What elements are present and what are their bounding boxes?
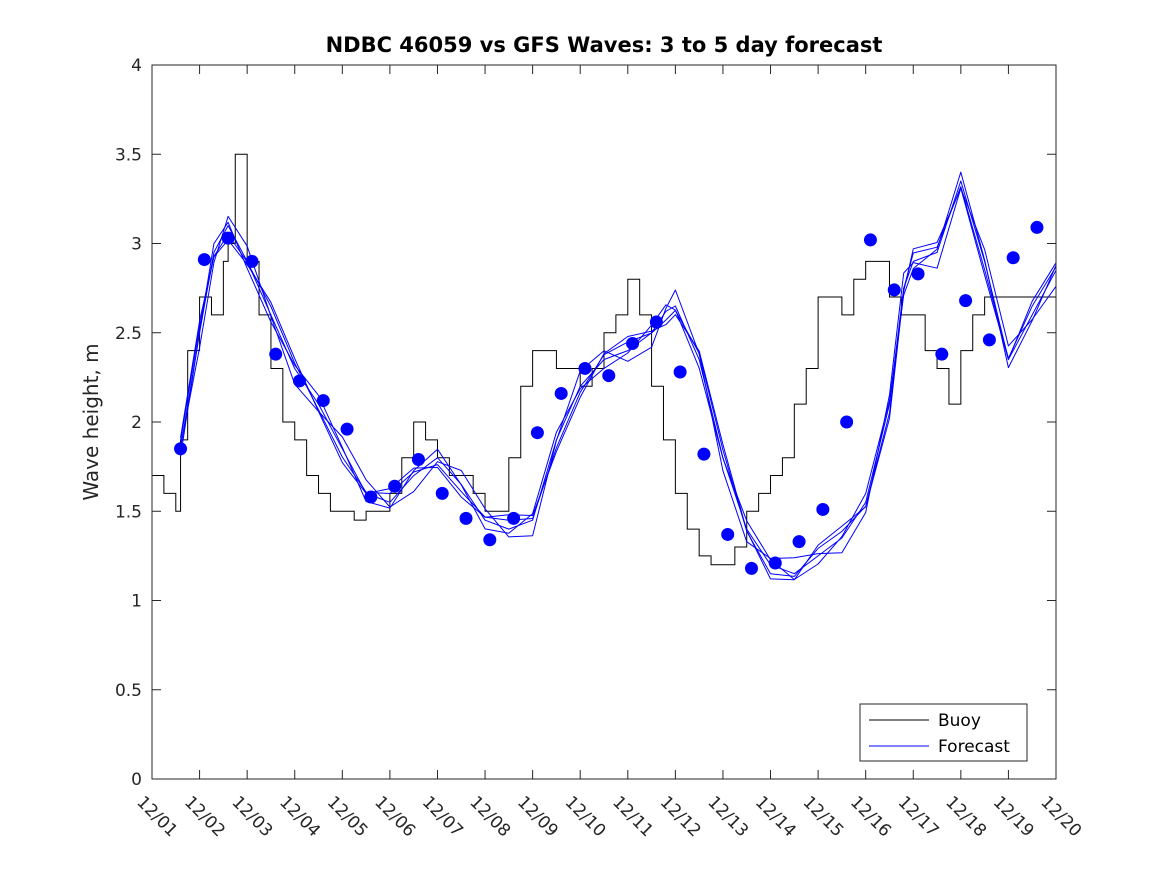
forecast-line [180, 171, 1057, 580]
forecast-marker [1030, 220, 1044, 234]
forecast-marker [768, 556, 782, 570]
forecast-marker [816, 502, 830, 516]
forecast-marker [459, 511, 473, 525]
forecast-marker [269, 347, 283, 361]
forecast-marker [959, 294, 973, 308]
forecast-line [180, 187, 1057, 581]
forecast-marker [935, 347, 949, 361]
y-tick-label: 1 [131, 592, 142, 612]
forecast-marker [721, 527, 735, 541]
forecast-marker [316, 394, 330, 408]
y-tick-label: 0.5 [115, 681, 142, 701]
forecast-marker [530, 426, 544, 440]
y-tick-label: 4 [131, 56, 142, 76]
forecast-marker [982, 333, 996, 347]
forecast-marker [697, 447, 711, 461]
legend-box [859, 703, 1028, 762]
forecast-marker [483, 533, 497, 547]
y-tick-label: 2.5 [115, 324, 142, 344]
y-tick-label: 1.5 [115, 502, 142, 522]
forecast-marker [507, 511, 521, 525]
y-tick-label: 0 [131, 770, 142, 790]
legend-forecast-label: Forecast [938, 737, 1010, 757]
forecast-marker [792, 535, 806, 549]
forecast-marker [554, 386, 568, 400]
forecast-marker [364, 490, 378, 504]
forecast-marker [649, 315, 663, 329]
forecast-marker [673, 365, 687, 379]
forecast-marker [578, 361, 592, 375]
forecast-marker [388, 479, 402, 493]
forecast-marker [435, 486, 449, 500]
chart-title: NDBC 46059 vs GFS Waves: 3 to 5 day fore… [326, 33, 883, 57]
plot-frame [151, 64, 1057, 780]
y-tick-label: 3 [131, 235, 142, 255]
legend-buoy-label: Buoy [938, 711, 981, 731]
forecast-marker [840, 415, 854, 429]
legend: Buoy Forecast [859, 703, 1028, 762]
forecast-marker [197, 253, 211, 267]
forecast-marker [602, 369, 616, 383]
forecast-marker [1006, 251, 1020, 265]
forecast-marker [744, 561, 758, 575]
forecast-marker [911, 267, 925, 281]
forecast-marker [863, 233, 877, 247]
forecast-marker [411, 452, 425, 466]
forecast-marker [626, 336, 640, 350]
forecast-marker [221, 231, 235, 245]
forecast-marker [340, 422, 354, 436]
forecast-marker [292, 374, 306, 388]
forecast-marker [174, 442, 188, 456]
forecast-marker [887, 283, 901, 297]
forecast-line [180, 187, 1057, 559]
y-tick-label: 3.5 [115, 145, 142, 165]
forecast-marker [245, 254, 259, 268]
y-axis-label: Wave height, m [79, 343, 103, 500]
series-layer [152, 153, 1057, 581]
y-tick-label: 2 [131, 413, 142, 433]
